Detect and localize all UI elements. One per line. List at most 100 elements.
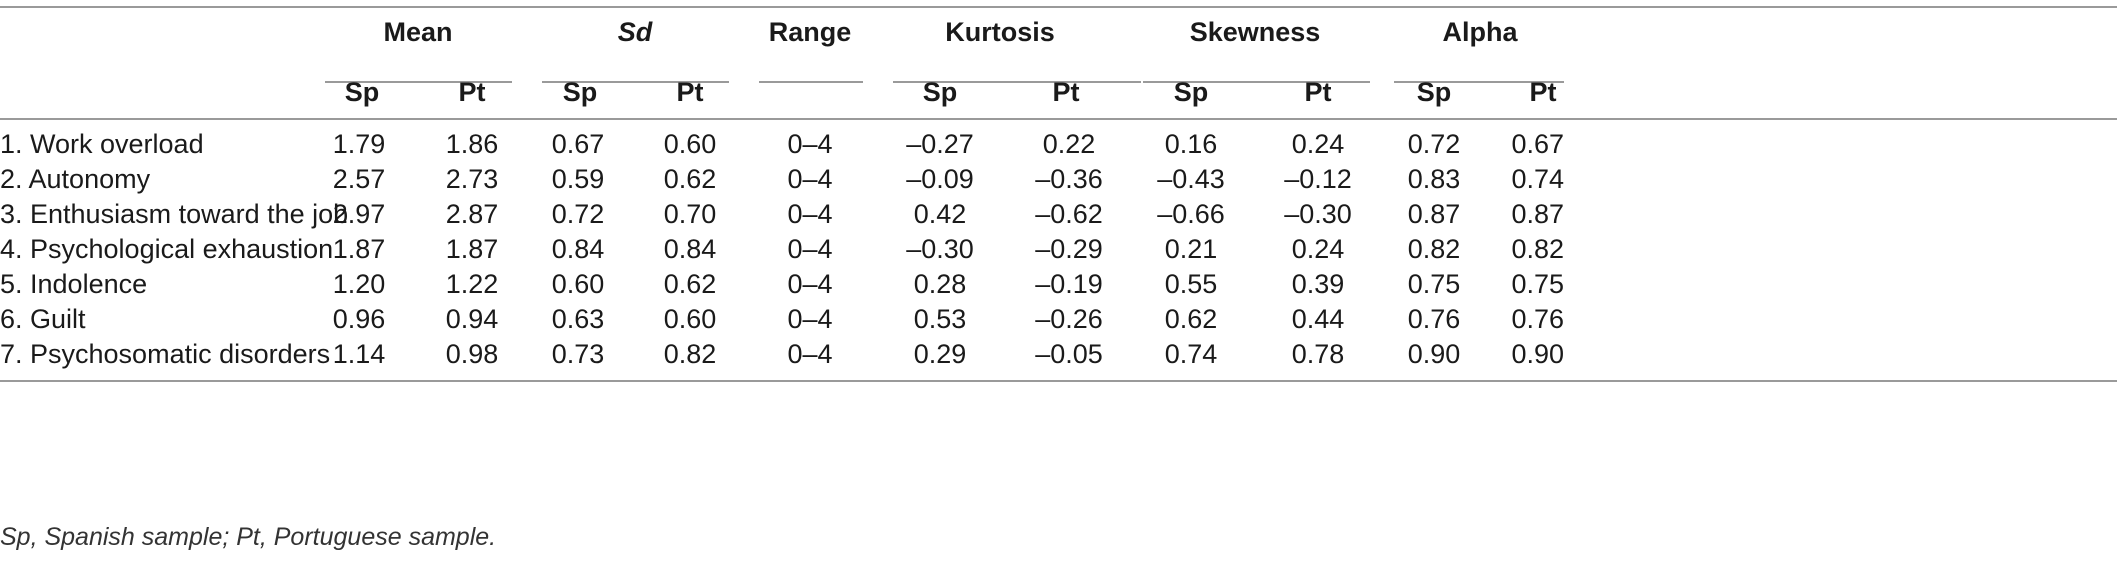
group-rule-mean xyxy=(325,81,512,83)
table-cell: 0.62 xyxy=(663,269,717,299)
table-cell: –0.05 xyxy=(1035,339,1103,369)
table-cell: 0.16 xyxy=(1164,129,1218,159)
table-cell: 0–4 xyxy=(787,339,833,369)
table-cell: 0.76 xyxy=(1511,304,1564,334)
table-cell: 1.22 xyxy=(445,269,499,299)
table-cell: 0.42 xyxy=(913,199,967,229)
table-cell: 0.28 xyxy=(913,269,967,299)
table-cell: 0.72 xyxy=(1407,129,1461,159)
table-cell: –0.12 xyxy=(1284,164,1352,194)
table-cell: 0.75 xyxy=(1407,269,1461,299)
table-cell: –0.27 xyxy=(906,129,974,159)
table-cell: 1.14 xyxy=(332,339,386,369)
table-cell: 0.22 xyxy=(1042,129,1096,159)
table-cell: 0.90 xyxy=(1407,339,1461,369)
table-cell: 0.74 xyxy=(1164,339,1218,369)
group-rule-kurtosis xyxy=(893,81,1141,83)
sub-header-2: Sp xyxy=(562,77,598,107)
group-rule-skewness xyxy=(1143,81,1370,83)
table-cell: 0.90 xyxy=(1511,339,1564,369)
table-cell: 0.60 xyxy=(551,269,605,299)
table-cell: –0.43 xyxy=(1157,164,1225,194)
row-label: 7. Psychosomatic disorders xyxy=(0,339,331,369)
table-cell: –0.30 xyxy=(1284,199,1352,229)
row-label: 3. Enthusiasm toward the job xyxy=(0,199,349,229)
table-cell: 0–4 xyxy=(787,304,833,334)
table-cell: 0.67 xyxy=(551,129,605,159)
table-cell: –0.36 xyxy=(1035,164,1103,194)
row-label: 2. Autonomy xyxy=(0,164,151,194)
table-cell: 2.73 xyxy=(445,164,499,194)
table-cell: 2.57 xyxy=(332,164,386,194)
table-cell: 0.87 xyxy=(1511,199,1564,229)
table-cell: –0.62 xyxy=(1035,199,1103,229)
table-cell: 0.82 xyxy=(1511,234,1564,264)
row-label: 4. Psychological exhaustion xyxy=(0,234,334,264)
table-cell: 0.67 xyxy=(1511,129,1564,159)
sub-header-9: Sp xyxy=(1416,77,1452,107)
table-cell: 1.87 xyxy=(332,234,386,264)
sub-header-10: Pt xyxy=(1529,77,1557,107)
table-cell: 0.62 xyxy=(663,164,717,194)
table-cell: 0–4 xyxy=(787,234,833,264)
group-header-sd: Sd xyxy=(617,17,653,47)
group-rule-sd xyxy=(542,81,729,83)
group-header-alpha: Alpha xyxy=(1442,17,1518,47)
table-cell: 0.84 xyxy=(663,234,717,264)
table-cell: 0.60 xyxy=(663,304,717,334)
group-header-skewness: Skewness xyxy=(1189,17,1321,47)
table-cell: 1.79 xyxy=(332,129,386,159)
table-cell: 0.53 xyxy=(913,304,967,334)
table-cell: 0.96 xyxy=(332,304,386,334)
table-cell: 0.24 xyxy=(1291,234,1345,264)
table-cell: –0.30 xyxy=(906,234,974,264)
sub-header-8: Pt xyxy=(1304,77,1332,107)
table-cell: 0.82 xyxy=(663,339,717,369)
table-cell: 0.21 xyxy=(1164,234,1218,264)
group-header-range: Range xyxy=(768,17,852,47)
table-cell: 0–4 xyxy=(787,269,833,299)
table-cell: 0–4 xyxy=(787,129,833,159)
table-cell: 0.82 xyxy=(1407,234,1461,264)
table-cell: –0.19 xyxy=(1035,269,1103,299)
table-footnote: Sp, Spanish sample; Pt, Portuguese sampl… xyxy=(0,523,497,551)
table-cell: 0.76 xyxy=(1407,304,1461,334)
sub-header-1: Pt xyxy=(458,77,486,107)
table-cell: 0–4 xyxy=(787,164,833,194)
table-cell: –0.29 xyxy=(1035,234,1103,264)
sub-header-5: Sp xyxy=(922,77,958,107)
header-rule xyxy=(0,118,2117,120)
sub-header-6: Pt xyxy=(1052,77,1080,107)
table-cell: 0.73 xyxy=(551,339,605,369)
table-cell: 1.86 xyxy=(445,129,499,159)
table-cell: 0.62 xyxy=(1164,304,1218,334)
table-cell: 0.84 xyxy=(551,234,605,264)
table-cell: 0–4 xyxy=(787,199,833,229)
table-cell: 0.70 xyxy=(663,199,717,229)
bottom-rule xyxy=(0,380,2117,382)
table-cell: 0.87 xyxy=(1407,199,1461,229)
table-cell: –0.26 xyxy=(1035,304,1103,334)
row-label: 5. Indolence xyxy=(0,269,148,299)
table-cell: 0.83 xyxy=(1407,164,1461,194)
group-header-mean: Mean xyxy=(383,17,453,47)
table-cell: –0.09 xyxy=(906,164,974,194)
table-cell: 0.63 xyxy=(551,304,605,334)
table-cell: 0.24 xyxy=(1291,129,1345,159)
sub-header-0: Sp xyxy=(344,77,380,107)
table-cell: 0.94 xyxy=(445,304,499,334)
table-cell: 0.74 xyxy=(1511,164,1564,194)
table-cell: 0.98 xyxy=(445,339,499,369)
group-rule-range xyxy=(759,81,863,83)
table-cell: 2.87 xyxy=(445,199,499,229)
table-cell: 0.72 xyxy=(551,199,605,229)
table-cell: 1.87 xyxy=(445,234,499,264)
table-cell: 0.44 xyxy=(1291,304,1345,334)
table-cell: 0.39 xyxy=(1291,269,1345,299)
top-rule xyxy=(0,6,2117,8)
sub-header-7: Sp xyxy=(1173,77,1209,107)
row-label: 6. Guilt xyxy=(0,304,86,334)
table-cell: –0.66 xyxy=(1157,199,1225,229)
group-rule-alpha xyxy=(1394,81,1564,83)
table-cell: 0.78 xyxy=(1291,339,1345,369)
